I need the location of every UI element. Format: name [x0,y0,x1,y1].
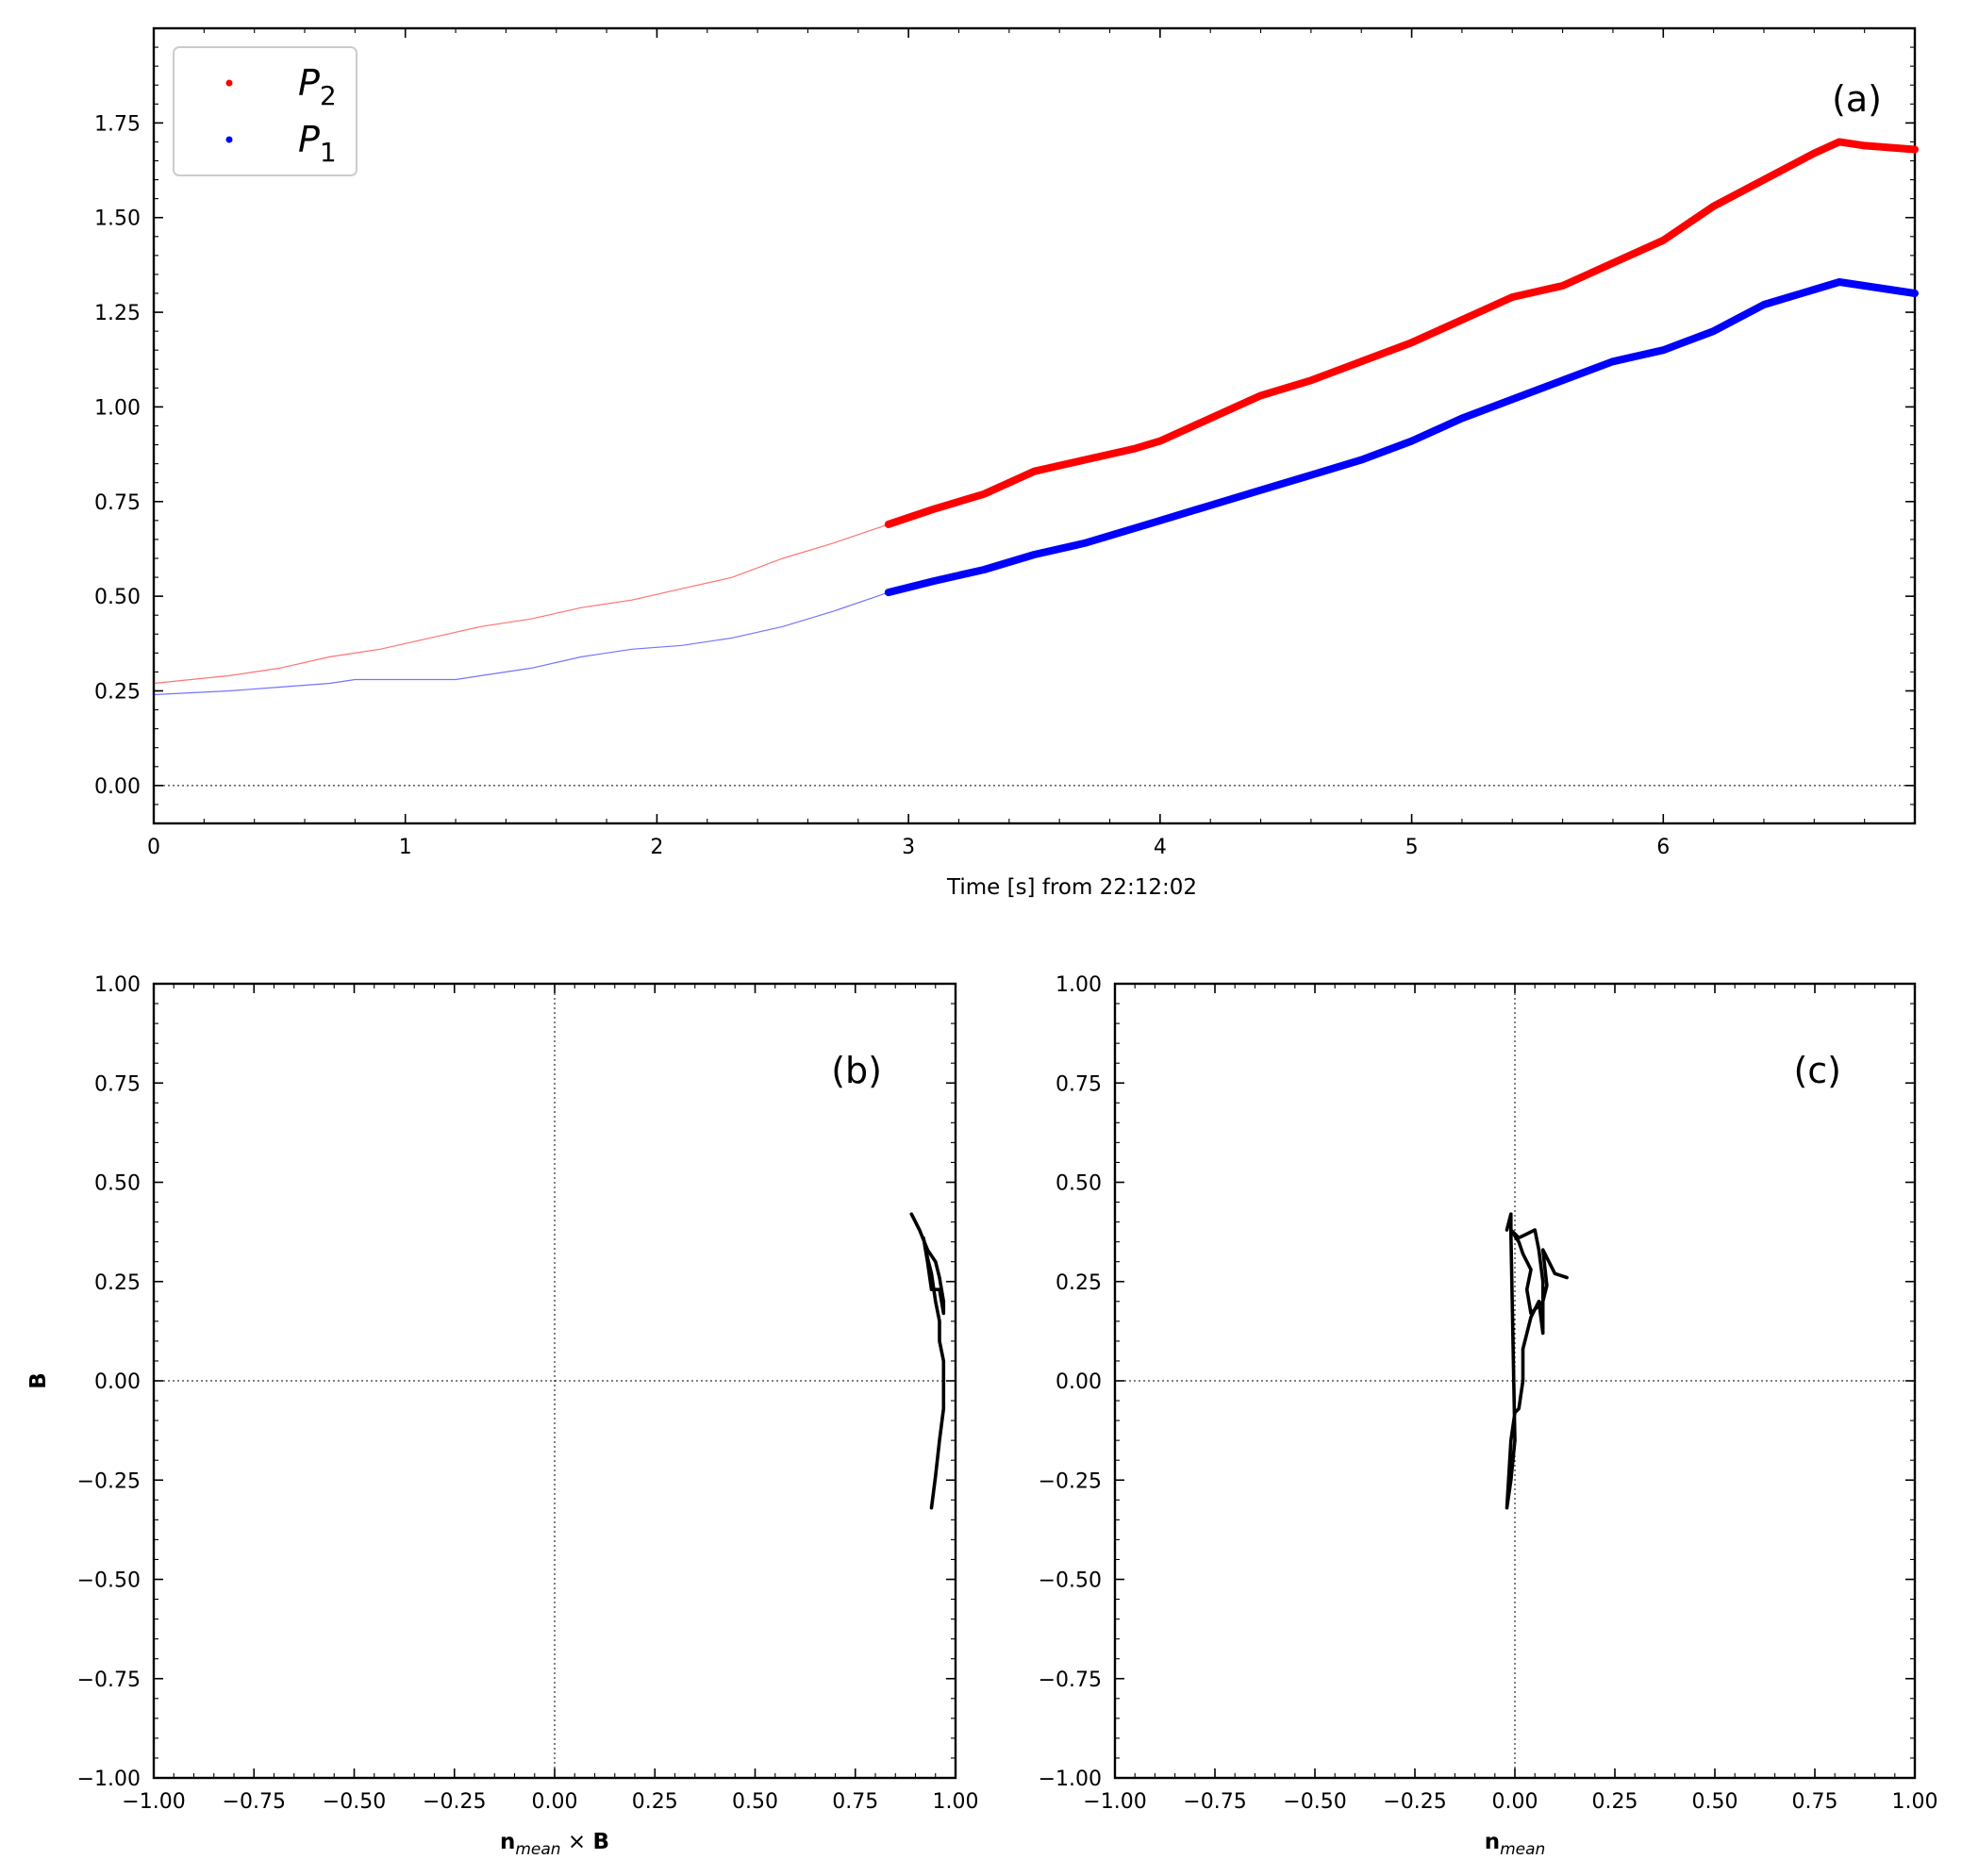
x-tick-label: 3 [902,836,915,859]
x-tick-label: 0.50 [732,1790,778,1814]
series-p2-line-highlight [884,138,1919,528]
y-tick-label: 0.25 [94,681,141,705]
x-tick-label: −0.50 [323,1790,386,1814]
panel-label-c: (c) [1793,1050,1841,1091]
y-tick-label: 0.75 [94,491,141,515]
y-tick-label: 0.00 [94,775,141,799]
x-axis-label: nmean × B [500,1830,609,1859]
x-tick-label: 6 [1656,836,1670,859]
x-tick-label: 0.25 [1592,1790,1638,1814]
x-tick-label: −0.50 [1283,1790,1346,1814]
trajectory-line [909,1212,946,1510]
y-tick-label: 0.50 [94,1172,141,1196]
x-tick-label: −1.00 [1083,1790,1146,1814]
y-tick-label: 1.00 [1056,973,1102,997]
x-axis-label: nmean [1485,1830,1546,1859]
y-tick-label: −1.00 [77,1768,141,1791]
axis-ticks: −1.00 −0.75 −0.50 −0.25 0.00 0.25 0.50 0.75 1.00… [77,973,979,1814]
y-tick-label: 0.50 [1056,1172,1102,1196]
x-tick-label: −0.25 [423,1790,486,1814]
y-tick-label: −0.75 [1039,1668,1102,1692]
x-tick-label: 0.50 [1692,1790,1738,1814]
x-tick-label: 5 [1405,836,1419,859]
y-tick-label: 0.25 [94,1271,141,1295]
x-tick-label: −0.75 [223,1790,286,1814]
series-p1-line-highlight [884,278,1919,597]
panel-b-hodogram: −1.00 −0.75 −0.50 −0.25 0.00 0.25 0.50 0.75 1.00… [26,973,978,1859]
x-tick-label: 4 [1154,836,1167,859]
y-axis-label: B [26,1372,51,1389]
panel-a-time-series: 0 1 2 3 4 5 6 0.00 0.25 0.50 0.75 1.00 1.25 1.50 1.75 T… [94,26,1919,900]
x-tick-label: 0.00 [1492,1790,1538,1814]
x-tick-label: 2 [650,836,663,859]
x-tick-label: −1.00 [122,1790,185,1814]
x-tick-label: −0.75 [1183,1790,1246,1814]
axis-ticks: −1.00 −0.75 −0.50 −0.25 0.00 0.25 0.50 0.75 1.00… [1039,973,1938,1814]
x-tick-label: −0.25 [1383,1790,1446,1814]
y-tick-label: −0.50 [77,1569,141,1593]
x-tick-label: 0.00 [532,1790,578,1814]
y-tick-label: 0.75 [1056,1072,1102,1096]
x-tick-label: 0.75 [1792,1790,1838,1814]
y-tick-label: 0.00 [1056,1370,1102,1394]
y-tick-label: 0.75 [94,1072,141,1096]
trajectory-line [1505,1212,1569,1510]
y-tick-label: −0.25 [1039,1469,1102,1493]
y-tick-label: 1.75 [94,112,141,136]
x-tick-label: 0.25 [632,1790,678,1814]
series-p2-line-early [153,523,889,685]
x-tick-label: 1.00 [933,1790,979,1814]
legend-marker [225,136,233,143]
plot-frame [152,26,1917,825]
x-axis-label: Time [s] from 22:12:02 [946,875,1197,900]
x-tick-label: 1.00 [1892,1790,1938,1814]
series-p1-line-early [153,591,889,696]
y-tick-label: −1.00 [1039,1768,1102,1791]
y-tick-label: −0.75 [77,1668,141,1692]
x-tick-label: 0 [147,836,160,859]
y-tick-label: 0.00 [94,1370,141,1394]
panel-label-b: (b) [831,1050,882,1091]
legend-marker [225,79,233,87]
panel-c-hodogram: −1.00 −0.75 −0.50 −0.25 0.00 0.25 0.50 0.75 1.00… [1039,973,1938,1859]
legend-label: P1 [298,119,337,168]
y-tick-label: 1.00 [94,973,141,997]
x-tick-label: 0.75 [832,1790,878,1814]
axis-ticks: 0 1 2 3 4 5 6 0.00 0.25 0.50 0.75 1.00 1.25 1.50 1.75 [94,27,1916,859]
x-tick-label: 1 [399,836,412,859]
y-tick-label: −0.25 [77,1469,141,1493]
y-tick-label: 1.50 [94,208,141,231]
y-tick-label: 1.25 [94,302,141,325]
legend-frame [173,46,357,176]
legend-label: P2 [298,62,337,111]
y-tick-label: 0.25 [1056,1271,1102,1295]
y-tick-label: 1.00 [94,396,141,420]
panel-label-a: (a) [1832,78,1882,120]
y-tick-label: −0.50 [1039,1569,1102,1593]
y-tick-label: 0.50 [94,586,141,609]
